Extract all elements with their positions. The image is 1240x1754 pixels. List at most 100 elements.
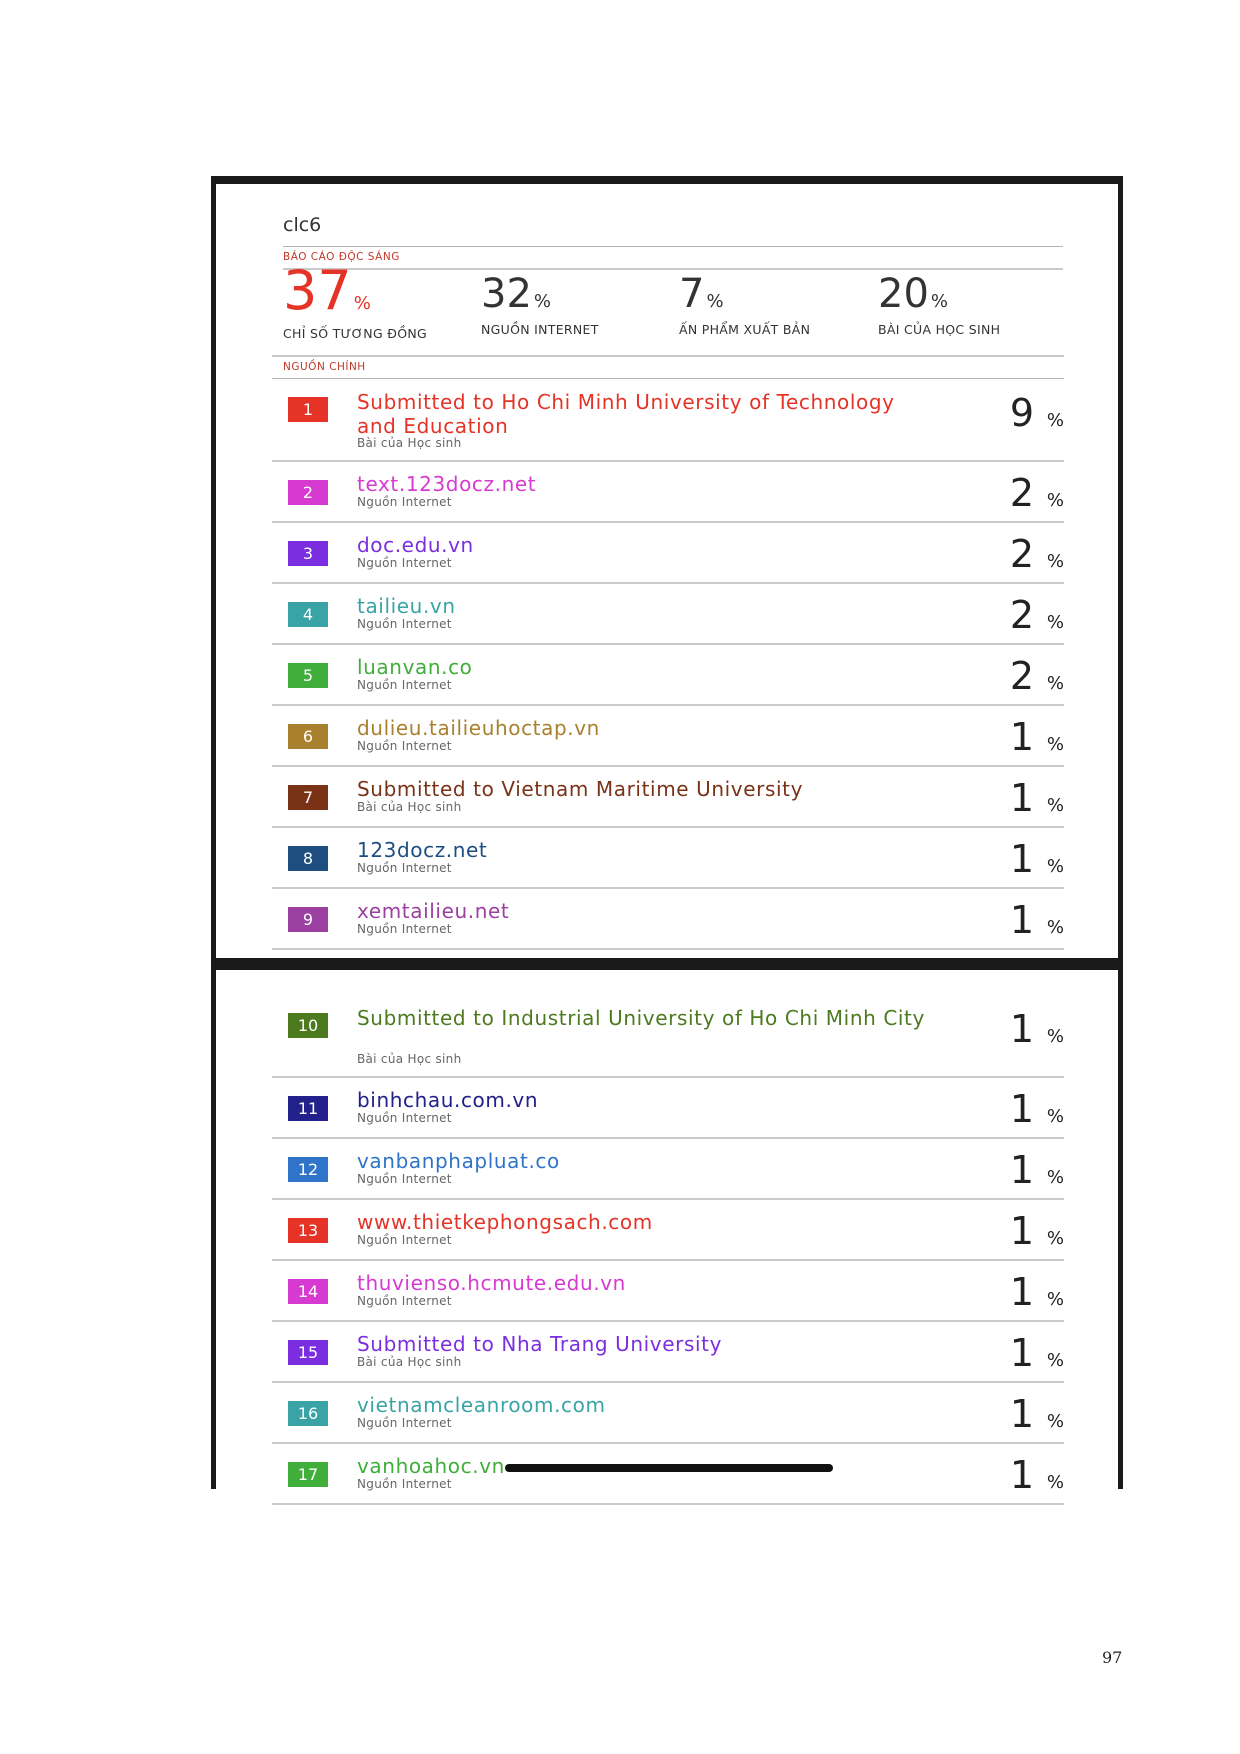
source-name[interactable]: tailieu.vn [357,594,456,618]
source-percentage-value: 1 [1009,1148,1034,1192]
source-rank-badge: 17 [288,1462,328,1487]
source-row[interactable]: 7 Submitted to Vietnam Maritime Universit… [272,767,1064,828]
source-row[interactable]: 17 vanhoahoc.vn Nguồn Internet 1% [272,1444,1064,1505]
source-rank-badge: 6 [288,724,328,749]
stat-label: BÀI CỦA HỌC SINH [878,322,1001,337]
source-type: Bài của Học sinh [357,436,462,450]
divider [272,378,1064,379]
source-rank-badge: 3 [288,541,328,566]
source-percentage-sign: % [1046,1106,1064,1127]
source-type: Nguồn Internet [357,617,452,631]
stat-percent: % [930,291,949,312]
source-percentage-value: 1 [1009,898,1034,942]
source-row[interactable]: 12 vanbanphapluat.co Nguồn Internet 1% [272,1139,1064,1200]
source-type: Nguồn Internet [357,1111,452,1125]
source-rank-badge: 7 [288,785,328,810]
source-name[interactable]: dulieu.tailieuhoctap.vn [357,716,600,740]
divider [272,355,1064,357]
source-name[interactable]: vietnamcleanroom.com [357,1393,606,1417]
source-type: Nguồn Internet [357,495,452,509]
divider [283,268,1063,270]
source-row[interactable]: 9 xemtailieu.net Nguồn Internet 1% [272,889,1064,950]
source-type: Nguồn Internet [357,1416,452,1430]
stat-label: CHỈ SỐ TƯƠNG ĐỒNG [283,326,427,341]
source-name[interactable]: Submitted to Vietnam Maritime University [357,777,804,801]
source-type: Nguồn Internet [357,861,452,875]
stat-label: ẤN PHẨM XUẤT BẢN [679,322,811,337]
source-rank-badge: 8 [288,846,328,871]
source-type: Nguồn Internet [357,922,452,936]
source-percentage-sign: % [1046,612,1064,633]
source-percentage-value: 1 [1009,837,1034,881]
source-row[interactable]: 13 www.thietkephongsach.com Nguồn Internet… [272,1200,1064,1261]
stat-percent: % [706,291,724,312]
source-row[interactable]: 10 Submitted to Industrial University of … [272,996,1064,1078]
stat-internet-sources: 32% NGUỒN INTERNET [481,274,599,337]
source-percentage-sign: % [1046,1167,1064,1188]
source-percentage-sign: % [1046,410,1064,431]
source-name[interactable]: 123docz.net [357,838,488,862]
source-percentage-sign: % [1046,734,1064,755]
source-type: Bài của Học sinh [357,1355,462,1369]
source-row[interactable]: 8 123docz.net Nguồn Internet 1% [272,828,1064,889]
source-row[interactable]: 3 doc.edu.vn Nguồn Internet 2% [272,523,1064,584]
source-rank-badge: 4 [288,602,328,627]
source-name[interactable]: thuvienso.hcmute.edu.vn [357,1271,626,1295]
report-label: BÁO CÁO ĐỘC SÁNG [283,251,400,263]
source-row[interactable]: 4 tailieu.vn Nguồn Internet 2% [272,584,1064,645]
source-name[interactable]: xemtailieu.net [357,899,510,923]
source-percentage-value: 1 [1009,776,1034,820]
stat-value: 32 [481,271,532,317]
source-percentage-value: 1 [1009,1270,1034,1314]
source-name[interactable]: binhchau.com.vn [357,1088,539,1112]
source-percentage-value: 1 [1009,1331,1034,1375]
source-name[interactable]: vanhoahoc.vn [357,1454,505,1478]
source-percentage-sign: % [1046,795,1064,816]
source-rank-badge: 16 [288,1401,328,1426]
source-percentage-sign: % [1046,1026,1064,1047]
source-type: Nguồn Internet [357,1477,452,1491]
source-name[interactable]: Submitted to Ho Chi Minh University of T… [357,390,895,438]
stat-percent: % [353,293,371,314]
source-type: Nguồn Internet [357,556,452,570]
report-panel-top: clc6 BÁO CÁO ĐỘC SÁNG 3 7% CHỈ SỐ TƯƠNG Đ… [211,176,1123,966]
document-title: clc6 [283,214,322,236]
source-percentage-sign: % [1046,1411,1064,1432]
source-name[interactable]: Submitted to Industrial University of Ho… [357,1006,925,1030]
divider [283,246,1063,247]
source-name[interactable]: text.123docz.net [357,472,537,496]
source-rank-badge: 2 [288,480,328,505]
source-row[interactable]: 1 Submitted to Ho Chi Minh University of … [272,380,1064,462]
source-rank-badge: 11 [288,1096,328,1121]
source-name[interactable]: luanvan.co [357,655,473,679]
source-type: Nguồn Internet [357,1233,452,1247]
source-name[interactable]: doc.edu.vn [357,533,474,557]
primary-sources-label: NGUỒN CHÍNH [283,361,366,373]
source-type: Bài của Học sinh [357,1052,462,1066]
source-type: Nguồn Internet [357,739,452,753]
source-row[interactable]: 15 Submitted to Nha Trang University Bài c… [272,1322,1064,1383]
source-row[interactable]: 6 dulieu.tailieuhoctap.vn Nguồn Internet 1% [272,706,1064,767]
source-rank-badge: 10 [288,1013,328,1038]
source-row[interactable]: 14 thuvienso.hcmute.edu.vn Nguồn Internet 1… [272,1261,1064,1322]
stat-percent: % [533,291,552,312]
source-percentage-value: 2 [1009,593,1034,637]
source-rank-badge: 5 [288,663,328,688]
source-percentage-value: 1 [1009,1007,1034,1051]
source-row[interactable]: 11 binhchau.com.vn Nguồn Internet 1% [272,1078,1064,1139]
source-row[interactable]: 16 vietnamcleanroom.com Nguồn Internet 1% [272,1383,1064,1444]
source-rank-badge: 12 [288,1157,328,1182]
source-name[interactable]: www.thietkephongsach.com [357,1210,653,1234]
source-row[interactable]: 2 text.123docz.net Nguồn Internet 2% [272,462,1064,523]
source-rank-badge: 1 [288,397,328,422]
page-number: 97 [1102,1648,1123,1667]
source-rank-badge: 9 [288,907,328,932]
source-percentage-sign: % [1046,1289,1064,1310]
source-percentage-value: 1 [1009,1087,1034,1131]
source-percentage-value: 1 [1009,715,1034,759]
source-row[interactable]: 5 luanvan.co Nguồn Internet 2% [272,645,1064,706]
source-percentage-sign: % [1046,1350,1064,1371]
source-name[interactable]: Submitted to Nha Trang University [357,1332,723,1356]
source-name[interactable]: vanbanphapluat.co [357,1149,560,1173]
source-percentage-sign: % [1046,673,1064,694]
